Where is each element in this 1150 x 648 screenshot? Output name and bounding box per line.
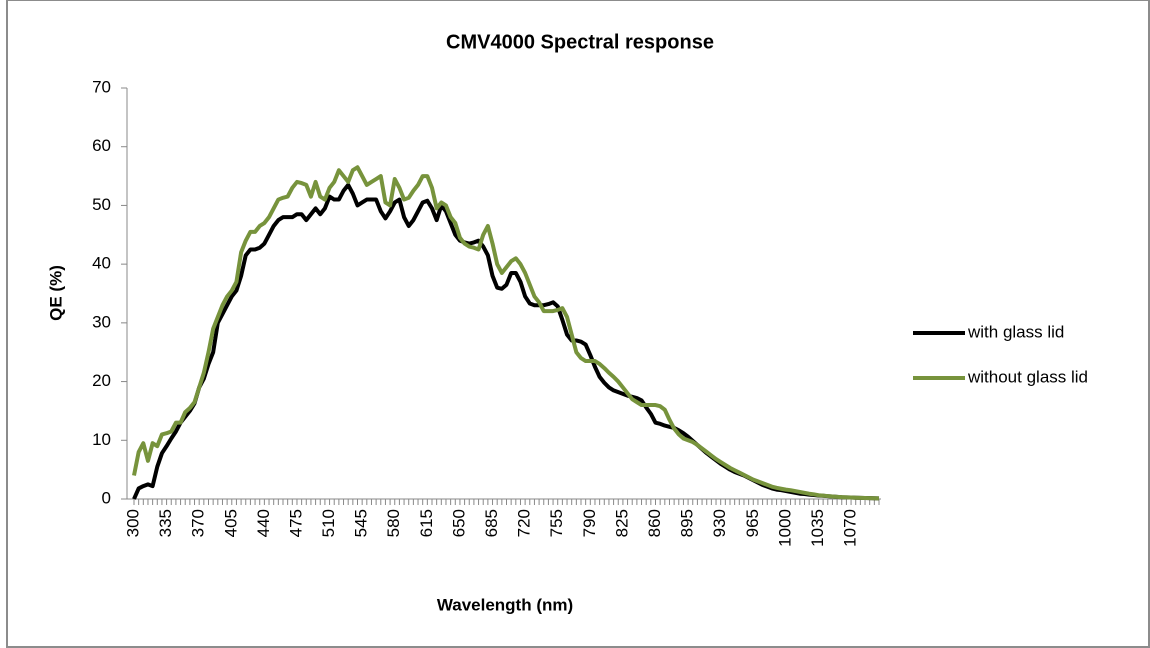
x-tick-label: 1000: [775, 509, 794, 547]
x-tick-label: 440: [254, 509, 273, 537]
x-tick-label: 755: [547, 509, 566, 537]
x-tick-label: 370: [189, 509, 208, 537]
x-tick-label: 545: [352, 509, 371, 537]
series-line: [132, 182, 880, 501]
x-tick-label: 1035: [808, 509, 827, 547]
series-line: [132, 165, 880, 501]
x-tick-label: 685: [482, 509, 501, 537]
chart-title: CMV4000 Spectral response: [446, 31, 714, 53]
x-tick-label: 790: [580, 509, 599, 537]
x-tick-label: 615: [417, 509, 436, 537]
chart-border: [6, 0, 1150, 648]
x-tick-label: 335: [156, 509, 175, 537]
x-tick-label: 825: [612, 509, 631, 537]
x-tick-label: 965: [743, 509, 762, 537]
x-tick-label: 580: [384, 509, 403, 537]
y-tick-label: 30: [92, 312, 111, 331]
x-tick-label: 650: [449, 509, 468, 537]
x-tick-label: 1070: [841, 509, 860, 547]
x-tick-label: 930: [710, 509, 729, 537]
x-tick-label: 475: [286, 509, 305, 537]
x-tick-label: 405: [221, 509, 240, 537]
x-tick-label: 720: [515, 509, 534, 537]
x-tick-label: 860: [645, 509, 664, 537]
y-tick-label: 60: [92, 136, 111, 155]
y-tick-label: 70: [92, 77, 111, 96]
y-tick-label: 20: [92, 371, 111, 390]
legend-label: without glass lid: [967, 367, 1088, 386]
y-axis-label: QE (%): [46, 265, 65, 321]
x-tick-label: 510: [319, 509, 338, 537]
x-tick-label: 300: [123, 509, 142, 537]
y-tick-label: 0: [102, 488, 111, 507]
y-tick-label: 50: [92, 195, 111, 214]
legend-label: with glass lid: [967, 322, 1064, 341]
x-tick-label: 895: [678, 509, 697, 537]
y-tick-label: 10: [92, 430, 111, 449]
y-tick-label: 40: [92, 254, 111, 273]
x-axis-label: Wavelength (nm): [437, 595, 573, 614]
